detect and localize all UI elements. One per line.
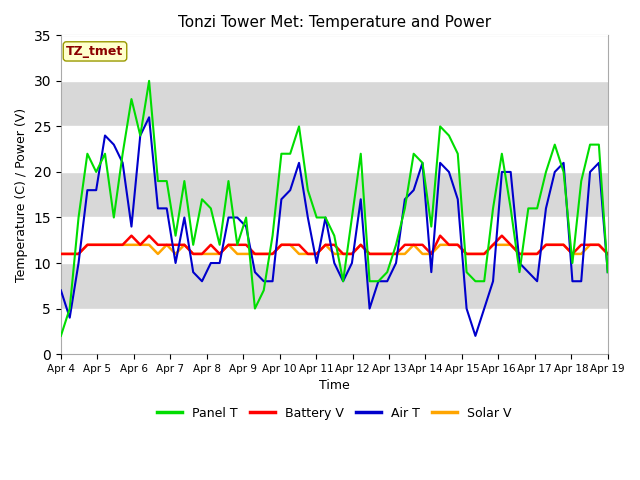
Battery V bbox=[445, 242, 452, 248]
Air T bbox=[57, 288, 65, 293]
Text: TZ_tmet: TZ_tmet bbox=[67, 45, 124, 58]
Solar V bbox=[445, 242, 452, 248]
Battery V bbox=[57, 251, 65, 257]
Air T bbox=[445, 169, 452, 175]
Panel T bbox=[445, 132, 452, 138]
Solar V bbox=[595, 242, 603, 248]
Line: Panel T: Panel T bbox=[61, 81, 608, 336]
Panel T bbox=[322, 215, 330, 220]
Battery V bbox=[127, 233, 135, 239]
Solar V bbox=[322, 242, 330, 248]
Air T bbox=[595, 160, 603, 166]
Line: Battery V: Battery V bbox=[61, 236, 608, 254]
Battery V bbox=[216, 251, 223, 257]
Battery V bbox=[339, 251, 347, 257]
Panel T bbox=[234, 242, 241, 248]
Solar V bbox=[234, 251, 241, 257]
Solar V bbox=[339, 251, 347, 257]
Y-axis label: Temperature (C) / Power (V): Temperature (C) / Power (V) bbox=[15, 108, 28, 282]
Panel T bbox=[216, 242, 223, 248]
Bar bbox=[61, 172, 608, 217]
Air T bbox=[472, 333, 479, 339]
Solar V bbox=[604, 251, 612, 257]
Solar V bbox=[84, 242, 92, 248]
Air T bbox=[216, 260, 223, 266]
X-axis label: Time: Time bbox=[319, 379, 349, 392]
Bar bbox=[61, 263, 608, 309]
Panel T bbox=[57, 333, 65, 339]
Solar V bbox=[216, 251, 223, 257]
Battery V bbox=[322, 242, 330, 248]
Title: Tonzi Tower Met: Temperature and Power: Tonzi Tower Met: Temperature and Power bbox=[178, 15, 491, 30]
Bar bbox=[61, 81, 608, 126]
Panel T bbox=[339, 278, 347, 284]
Air T bbox=[322, 215, 330, 220]
Panel T bbox=[145, 78, 153, 84]
Air T bbox=[145, 114, 153, 120]
Battery V bbox=[234, 242, 241, 248]
Panel T bbox=[604, 269, 612, 275]
Line: Air T: Air T bbox=[61, 117, 608, 336]
Legend: Panel T, Battery V, Air T, Solar V: Panel T, Battery V, Air T, Solar V bbox=[152, 402, 517, 425]
Battery V bbox=[595, 242, 603, 248]
Air T bbox=[339, 278, 347, 284]
Solar V bbox=[57, 251, 65, 257]
Line: Solar V: Solar V bbox=[61, 245, 608, 254]
Air T bbox=[234, 215, 241, 220]
Battery V bbox=[604, 251, 612, 257]
Panel T bbox=[595, 142, 603, 147]
Air T bbox=[604, 269, 612, 275]
